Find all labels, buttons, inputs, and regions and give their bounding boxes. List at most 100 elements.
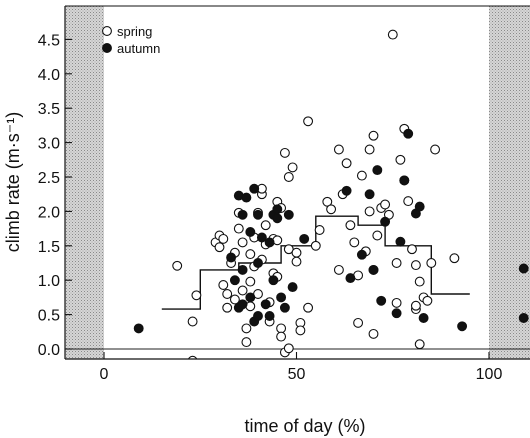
autumn-point-38 bbox=[395, 236, 406, 247]
spring-point-69 bbox=[364, 144, 375, 155]
spring-point-51 bbox=[295, 325, 306, 336]
spring-point-39 bbox=[276, 323, 287, 334]
autumn-point-45 bbox=[518, 263, 529, 274]
spring-point-83 bbox=[403, 196, 414, 207]
spring-point-19 bbox=[241, 337, 252, 348]
spring-point-88 bbox=[414, 339, 425, 350]
autumn-point-15 bbox=[253, 311, 263, 321]
spring-point-44 bbox=[283, 343, 294, 354]
x-tick-label-0: 0 bbox=[100, 366, 109, 383]
spring-point-7 bbox=[218, 233, 229, 244]
spring-point-6 bbox=[214, 242, 225, 253]
spring-point-54 bbox=[310, 240, 321, 251]
spring-point-16 bbox=[237, 237, 248, 248]
spring-point-61 bbox=[341, 158, 352, 169]
spring-point-0 bbox=[172, 260, 183, 271]
spring-point-1 bbox=[187, 316, 198, 327]
y-tick-label-0: 0.0 bbox=[38, 342, 60, 359]
spring-point-66 bbox=[356, 170, 367, 181]
spring-point-70 bbox=[368, 130, 379, 141]
data-points bbox=[133, 29, 529, 359]
y-tick-label-9: 4.5 bbox=[38, 32, 60, 49]
spring-point-9 bbox=[222, 289, 233, 299]
spring-point-77 bbox=[387, 29, 398, 40]
night-band-0 bbox=[65, 6, 104, 359]
autumn-point-16 bbox=[256, 232, 267, 243]
autumn-point-28 bbox=[299, 233, 310, 244]
autumn-point-26 bbox=[283, 209, 294, 220]
autumn-point-2 bbox=[229, 275, 240, 286]
spring-point-42 bbox=[279, 147, 290, 158]
spring-point-93 bbox=[430, 144, 441, 155]
y-tick-label-4: 2.0 bbox=[38, 204, 60, 221]
spring-point-2 bbox=[191, 290, 202, 301]
autumn-point-10 bbox=[245, 292, 256, 303]
night-band-1 bbox=[489, 6, 530, 359]
autumn-point-18 bbox=[264, 237, 275, 248]
spring-point-59 bbox=[333, 144, 344, 155]
autumn-point-36 bbox=[380, 216, 391, 227]
y-tick-label-7: 3.5 bbox=[38, 101, 60, 118]
y-tick-label-1: 0.5 bbox=[38, 308, 60, 325]
spring-point-49 bbox=[291, 256, 302, 267]
autumn-point-17 bbox=[260, 299, 271, 310]
legend-marker-autumn bbox=[102, 43, 112, 53]
spring-point-17 bbox=[237, 285, 248, 296]
autumn-point-20 bbox=[268, 275, 279, 286]
spring-point-91 bbox=[422, 295, 433, 306]
spring-point-18 bbox=[241, 323, 252, 334]
x-axis-label: time of day (%) bbox=[244, 416, 365, 436]
spring-point-84 bbox=[407, 244, 417, 255]
spring-point-62 bbox=[345, 220, 356, 231]
y-tick-label-6: 3.0 bbox=[38, 136, 60, 153]
spring-point-68 bbox=[364, 206, 375, 217]
spring-point-40 bbox=[276, 331, 287, 342]
autumn-point-44 bbox=[457, 321, 468, 332]
spring-point-63 bbox=[349, 237, 360, 248]
spring-point-30 bbox=[260, 220, 271, 231]
autumn-point-43 bbox=[418, 313, 429, 323]
legend: spring autumn bbox=[102, 24, 160, 56]
autumn-point-1 bbox=[226, 252, 237, 263]
spring-point-55 bbox=[314, 225, 325, 235]
spring-point-20 bbox=[245, 249, 256, 260]
spring-point-10 bbox=[222, 302, 233, 313]
autumn-point-11 bbox=[249, 183, 260, 194]
spring-point-21 bbox=[245, 276, 256, 287]
autumn-point-32 bbox=[364, 189, 375, 200]
autumn-point-8 bbox=[241, 192, 252, 203]
spring-point-92 bbox=[426, 258, 437, 268]
spring-point-13 bbox=[229, 294, 240, 305]
spring-point-53 bbox=[303, 302, 314, 313]
spring-point-79 bbox=[391, 258, 402, 268]
spring-point-94 bbox=[449, 253, 460, 264]
autumn-point-37 bbox=[391, 308, 402, 319]
y-tick-label-3: 1.5 bbox=[38, 239, 60, 256]
spring-point-57 bbox=[326, 204, 337, 215]
y-tick-label-8: 4.0 bbox=[38, 67, 60, 84]
autumn-point-19 bbox=[264, 311, 275, 321]
axes: 0.0 0.5 1.0 1.5 2.0 2.5 3.0 3.5 4.0 4.5 0 50 100 bbox=[38, 5, 530, 383]
night-shading bbox=[65, 6, 530, 359]
autumn-point-0 bbox=[133, 323, 144, 334]
autumn-point-13 bbox=[253, 209, 263, 220]
autumn-point-9 bbox=[245, 227, 256, 237]
legend-label-spring: spring bbox=[117, 24, 152, 39]
autumn-point-7 bbox=[237, 264, 248, 275]
x-tick-label-1: 50 bbox=[288, 366, 306, 383]
autumn-point-25 bbox=[279, 302, 290, 313]
autumn-point-40 bbox=[403, 128, 414, 139]
spring-point-52 bbox=[303, 116, 314, 127]
autumn-point-39 bbox=[399, 175, 410, 186]
autumn-point-27 bbox=[287, 282, 298, 293]
autumn-point-6 bbox=[237, 299, 248, 310]
autumn-point-35 bbox=[376, 295, 387, 306]
autumn-point-29 bbox=[341, 185, 352, 196]
spring-point-46 bbox=[283, 172, 294, 182]
spring-point-89 bbox=[414, 276, 425, 287]
x-tick-label-2: 100 bbox=[476, 366, 503, 383]
spring-point-15 bbox=[233, 223, 244, 234]
autumn-point-24 bbox=[276, 292, 287, 303]
legend-label-autumn: autumn bbox=[117, 41, 160, 56]
y-axis-label: climb rate (m·s⁻¹) bbox=[3, 112, 23, 253]
